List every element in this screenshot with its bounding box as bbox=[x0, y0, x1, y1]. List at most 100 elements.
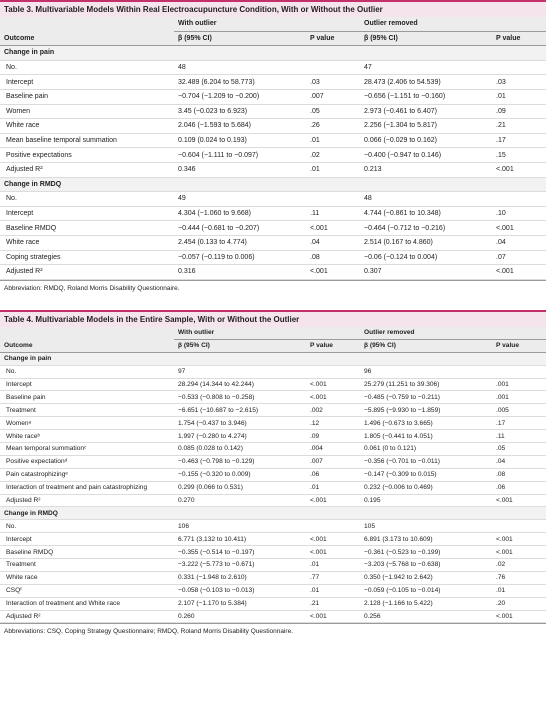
data-row: Baseline pain −0.533 (−0.808 to −0.258) <.… bbox=[0, 390, 546, 405]
data-row: Intercept 4.304 (−1.060 to 9.668) .11 4.744… bbox=[0, 206, 546, 222]
data-row: Womenᵃ 1.754 (−0.437 to 3.946) .12 1.496 (−… bbox=[0, 416, 546, 431]
cell: <.001 bbox=[306, 264, 360, 280]
cell: .21 bbox=[306, 597, 361, 611]
section-label: Change in RMDQ bbox=[0, 177, 546, 193]
cell: 4.744 (−0.861 to 10.348) bbox=[360, 206, 492, 222]
cell: .007 bbox=[306, 455, 361, 469]
cell: −0.356 (−0.701 to −0.011) bbox=[360, 455, 493, 469]
cell: −0.155 (−0.320 to 0.009) bbox=[174, 468, 306, 482]
cell: No. bbox=[0, 519, 174, 534]
cell: .04 bbox=[492, 455, 546, 469]
data-row: No. 97 96 bbox=[0, 365, 546, 379]
cell: .04 bbox=[306, 235, 360, 251]
cell: 0.316 bbox=[174, 264, 306, 280]
cell: 47 bbox=[360, 60, 492, 76]
cell: 28.473 (2.406 to 54.539) bbox=[360, 74, 492, 90]
cell: 0.270 bbox=[174, 494, 306, 508]
cell: 0.350 (−1.942 to 2.642) bbox=[360, 571, 493, 585]
cell: <.001 bbox=[492, 264, 546, 280]
data-row: White raceᵇ 1.997 (−0.280 to 4.274) .09 1.8… bbox=[0, 429, 546, 444]
cell: .01 bbox=[306, 558, 361, 572]
cell: 2.107 (−1.170 to 5.384) bbox=[174, 597, 306, 611]
cell: 1.754 (−0.437 to 3.946) bbox=[174, 416, 306, 431]
data-row: Coping strategies −0.057 (−0.119 to 0.006… bbox=[0, 250, 546, 266]
cell: −0.604 (−1.111 to −0.097) bbox=[174, 147, 306, 163]
data-row: Positive expectations −0.604 (−1.111 to −… bbox=[0, 147, 546, 163]
cell bbox=[306, 191, 360, 207]
cell: .01 bbox=[492, 89, 546, 105]
group-header: Outlier removed bbox=[360, 327, 546, 340]
column-header: β (95% CI) bbox=[360, 339, 493, 353]
cell: .08 bbox=[306, 250, 360, 266]
data-row: Treatment −6.651 (−10.687 to −2.615) .002−… bbox=[0, 403, 546, 418]
section-row: Change in pain bbox=[0, 45, 546, 61]
cell: <.001 bbox=[306, 220, 360, 236]
data-row: Interaction of treatment and pain catast… bbox=[0, 481, 546, 495]
cell: <.001 bbox=[492, 545, 546, 560]
cell: .17 bbox=[492, 133, 546, 149]
cell: 48 bbox=[174, 60, 306, 76]
group-header: With outlier bbox=[174, 17, 360, 32]
cell: 0.109 (0.024 to 0.193) bbox=[174, 133, 306, 149]
cell: .007 bbox=[306, 89, 360, 105]
cell: 1.805 (−0.441 to 4.051) bbox=[360, 429, 493, 444]
cell: .06 bbox=[492, 481, 546, 495]
column-header: P value bbox=[492, 339, 546, 353]
cell: .004 bbox=[306, 442, 361, 456]
data-row: Adjusted R² 0.346.01 0.213 <.001 bbox=[0, 162, 546, 178]
data-row: Adjusted R² 0.260 <.001 0.256 <.001 bbox=[0, 610, 546, 624]
cell: .77 bbox=[306, 571, 361, 585]
cell: .05 bbox=[306, 104, 360, 120]
cell: .02 bbox=[306, 147, 360, 163]
cell bbox=[306, 60, 360, 76]
cell: −0.485 (−0.759 to −0.211) bbox=[360, 390, 493, 405]
header-row: Outcome β (95% CI) P value β (95% CI) P valu… bbox=[0, 339, 546, 353]
data-row: Positive expectationᵈ −0.463 (−0.798 to −… bbox=[0, 455, 546, 469]
cell: 2.973 (−0.461 to 6.407) bbox=[360, 104, 492, 120]
cell: White raceᵇ bbox=[0, 429, 174, 444]
cell: White race bbox=[0, 235, 174, 251]
cell: Intercept bbox=[0, 378, 174, 392]
data-row: Pain catastrophizingᵉ −0.155 (−0.320 to 0… bbox=[0, 468, 546, 482]
cell: 0.085 (0.028 to 0.142) bbox=[174, 442, 306, 456]
cell: −0.057 (−0.119 to 0.006) bbox=[174, 250, 306, 266]
cell: Womenᵃ bbox=[0, 416, 174, 431]
cell: No. bbox=[0, 60, 174, 76]
data-row: Adjusted R² 0.316 <.001 0.307 <.001 bbox=[0, 264, 546, 280]
cell: <.001 bbox=[306, 545, 361, 560]
cell: 0.260 bbox=[174, 610, 306, 624]
cell: <.001 bbox=[306, 532, 361, 547]
cell: .11 bbox=[492, 429, 546, 444]
group-header-row: With outlier Outlier removed bbox=[0, 327, 546, 340]
cell: −0.400 (−0.947 to 0.146) bbox=[360, 147, 492, 163]
cell: −0.444 (−0.681 to −0.207) bbox=[174, 220, 306, 236]
cell: .01 bbox=[306, 481, 361, 495]
cell: .76 bbox=[492, 571, 546, 585]
cell: .05 bbox=[492, 442, 546, 456]
cell: <.001 bbox=[306, 610, 361, 624]
data-row: White race 2.046 (−1.593 to 5.684) .26 2.25… bbox=[0, 118, 546, 134]
cell: 1.997 (−0.280 to 4.274) bbox=[174, 429, 306, 444]
cell: −3.203 (−5.768 to −0.638) bbox=[360, 558, 493, 572]
cell: .21 bbox=[492, 118, 546, 134]
footnote: Abbreviations: CSQ, Coping Strategy Ques… bbox=[0, 623, 546, 635]
cell: .15 bbox=[492, 147, 546, 163]
cell: .005 bbox=[492, 403, 546, 418]
cell: Adjusted R² bbox=[0, 610, 174, 624]
table-block: Table 4. Multivariable Models in the Ent… bbox=[0, 310, 546, 635]
cell: <.001 bbox=[492, 220, 546, 236]
cell: .01 bbox=[306, 584, 361, 598]
cell: 0.331 (−1.948 to 2.610) bbox=[174, 571, 306, 585]
cell: 48 bbox=[360, 191, 492, 207]
cell: 97 bbox=[174, 365, 306, 379]
group-header: Outlier removed bbox=[360, 17, 546, 32]
cell: CSQᶠ bbox=[0, 584, 174, 598]
cell: 0.061 (0 to 0.121) bbox=[360, 442, 493, 456]
cell: .26 bbox=[306, 118, 360, 134]
cell: 28.294 (14.344 to 42.244) bbox=[174, 378, 306, 392]
cell bbox=[306, 365, 361, 379]
cell: 49 bbox=[174, 191, 306, 207]
cell: 2.256 (−1.304 to 5.817) bbox=[360, 118, 492, 134]
cell: .07 bbox=[492, 250, 546, 266]
cell bbox=[306, 519, 361, 534]
